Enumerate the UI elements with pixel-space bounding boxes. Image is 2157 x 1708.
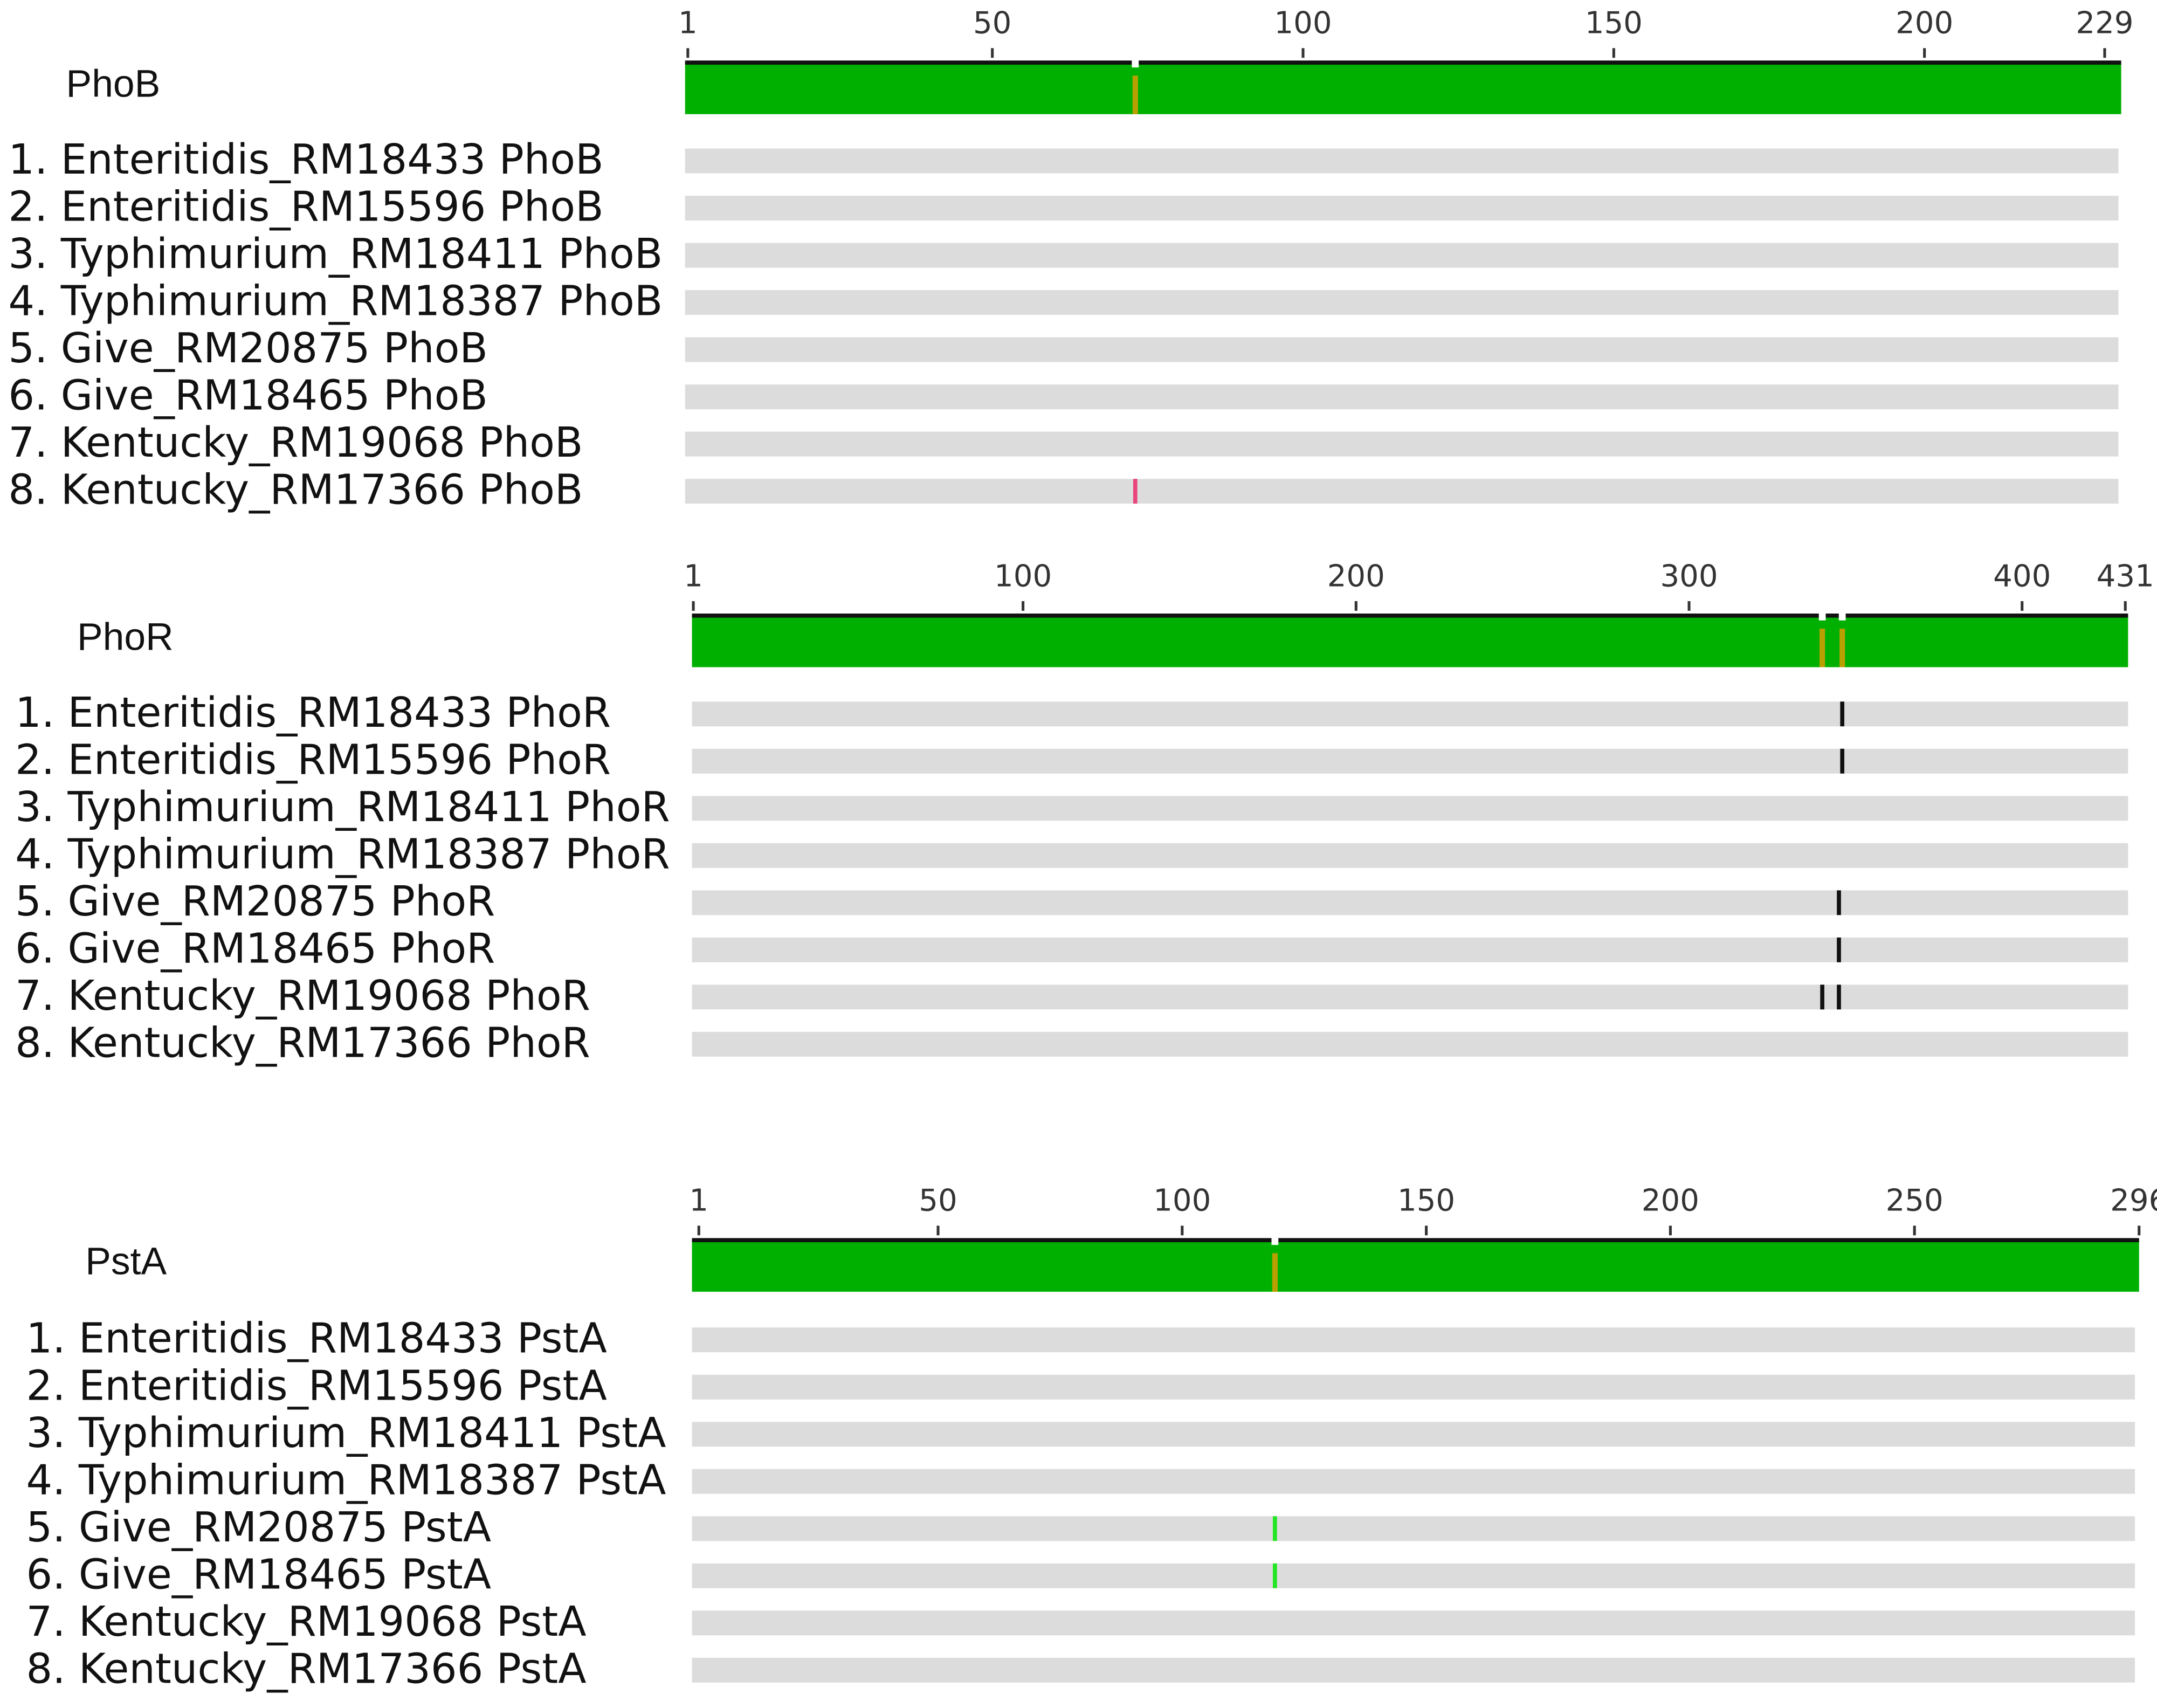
consensus-bar bbox=[692, 1239, 2139, 1292]
row-label: 8. Kentucky_RM17366 PhoB bbox=[8, 466, 583, 514]
sequence-track bbox=[685, 148, 2119, 174]
sequence-track bbox=[692, 1374, 2135, 1400]
row-label: 6. Give_RM18465 PstA bbox=[26, 1551, 492, 1599]
variant-mark bbox=[1837, 890, 1841, 915]
row-label: 1. Enteritidis_RM18433 PstA bbox=[26, 1315, 607, 1363]
x-tick-label: 200 bbox=[1896, 6, 1953, 41]
variant-mark bbox=[1273, 1563, 1277, 1588]
track-title: PhoB bbox=[66, 63, 161, 106]
variant-mark bbox=[1820, 984, 1824, 1010]
x-tick-label: 100 bbox=[1274, 6, 1332, 41]
sequence-track bbox=[685, 384, 2119, 410]
sequence-track bbox=[685, 479, 2119, 504]
row-label: 6. Give_RM18465 PhoR bbox=[15, 925, 495, 973]
row-label: 2. Enteritidis_RM15596 PhoR bbox=[15, 736, 611, 784]
row-label: 1. Enteritidis_RM18433 PhoB bbox=[8, 136, 603, 184]
row-label: 7. Kentucky_RM19068 PstA bbox=[26, 1598, 587, 1646]
x-tick-label: 50 bbox=[973, 6, 1011, 41]
sequence-track bbox=[685, 243, 2119, 268]
x-tick-label: 200 bbox=[1642, 1183, 1699, 1218]
row-label: 3. Typhimurium_RM18411 PhoB bbox=[8, 230, 663, 278]
x-tick-label: 1 bbox=[678, 6, 698, 41]
x-tick-label: 100 bbox=[994, 559, 1052, 594]
sequence-track bbox=[692, 984, 2128, 1010]
x-tick-label: 100 bbox=[1153, 1183, 1211, 1218]
variant-mark bbox=[1273, 1516, 1277, 1541]
row-label: 7. Kentucky_RM19068 PhoB bbox=[8, 419, 583, 467]
row-label: 8. Kentucky_RM17366 PstA bbox=[26, 1645, 587, 1693]
x-tick-label: 300 bbox=[1660, 559, 1718, 594]
row-label: 2. Enteritidis_RM15596 PhoB bbox=[8, 183, 603, 231]
track-title: PstA bbox=[85, 1240, 167, 1283]
x-tick-label: 431 bbox=[2097, 559, 2154, 594]
row-label: 5. Give_RM20875 PstA bbox=[26, 1504, 492, 1552]
variant-mark bbox=[1133, 479, 1138, 504]
row-label: 7. Kentucky_RM19068 PhoR bbox=[15, 972, 590, 1020]
x-tick-label: 150 bbox=[1585, 6, 1643, 41]
consensus-gap bbox=[1132, 59, 1139, 68]
sequence-track bbox=[685, 196, 2119, 221]
row-label: 5. Give_RM20875 PhoB bbox=[8, 325, 488, 373]
variant-mark bbox=[1840, 701, 1844, 727]
sequence-track bbox=[692, 1563, 2135, 1588]
sequence-track bbox=[692, 937, 2128, 962]
sequence-track bbox=[692, 1422, 2135, 1447]
consensus-bar bbox=[685, 61, 2121, 114]
consensus-variant bbox=[1839, 629, 1845, 667]
sequence-track bbox=[692, 1610, 2135, 1636]
x-tick-label: 150 bbox=[1397, 1183, 1455, 1218]
x-tick-label: 200 bbox=[1327, 559, 1385, 594]
row-label: 4. Typhimurium_RM18387 PstA bbox=[26, 1456, 666, 1504]
consensus-gap bbox=[1271, 1236, 1279, 1245]
consensus-top-line bbox=[692, 1238, 2139, 1243]
x-tick-label: 50 bbox=[919, 1183, 957, 1218]
sequence-track bbox=[692, 1516, 2135, 1541]
variant-mark bbox=[1837, 937, 1841, 962]
track-title: PhoR bbox=[77, 615, 174, 658]
consensus-gap bbox=[1818, 612, 1826, 621]
sequence-track bbox=[692, 1469, 2135, 1494]
consensus-bar bbox=[692, 615, 2128, 667]
row-label: 8. Kentucky_RM17366 PhoR bbox=[15, 1019, 590, 1067]
consensus-variant bbox=[1820, 629, 1825, 667]
sequence-track bbox=[692, 1031, 2128, 1057]
variant-mark bbox=[1837, 984, 1841, 1010]
sequence-track bbox=[685, 431, 2119, 457]
consensus-variant bbox=[1272, 1253, 1278, 1292]
row-label: 2. Enteritidis_RM15596 PstA bbox=[26, 1362, 607, 1410]
x-tick-label: 1 bbox=[689, 1183, 708, 1218]
x-tick-label: 400 bbox=[1993, 559, 2051, 594]
sequence-track bbox=[692, 890, 2128, 915]
row-label: 5. Give_RM20875 PhoR bbox=[15, 878, 495, 926]
x-tick-label: 296 bbox=[2110, 1183, 2157, 1218]
variant-mark bbox=[1840, 748, 1844, 774]
x-tick-label: 229 bbox=[2076, 6, 2133, 41]
x-tick-label: 1 bbox=[684, 559, 703, 594]
row-label: 3. Typhimurium_RM18411 PhoR bbox=[15, 783, 670, 831]
sequence-track bbox=[692, 1327, 2135, 1353]
sequence-track bbox=[692, 796, 2128, 821]
consensus-top-line bbox=[685, 60, 2121, 65]
row-label: 4. Typhimurium_RM18387 PhoR bbox=[15, 830, 670, 878]
consensus-top-line bbox=[692, 613, 2128, 618]
consensus-gap bbox=[1838, 612, 1846, 621]
row-label: 1. Enteritidis_RM18433 PhoR bbox=[15, 689, 611, 737]
sequence-track bbox=[692, 701, 2128, 727]
consensus-variant bbox=[1132, 75, 1138, 114]
row-label: 4. Typhimurium_RM18387 PhoB bbox=[8, 278, 663, 326]
x-tick-label: 250 bbox=[1886, 1183, 1944, 1218]
row-label: 6. Give_RM18465 PhoB bbox=[8, 372, 488, 420]
sequence-track bbox=[692, 843, 2128, 868]
sequence-track bbox=[692, 1657, 2135, 1683]
sequence-track bbox=[692, 748, 2128, 774]
sequence-track bbox=[685, 290, 2119, 315]
sequence-track bbox=[685, 337, 2119, 362]
row-label: 3. Typhimurium_RM18411 PstA bbox=[26, 1409, 666, 1457]
